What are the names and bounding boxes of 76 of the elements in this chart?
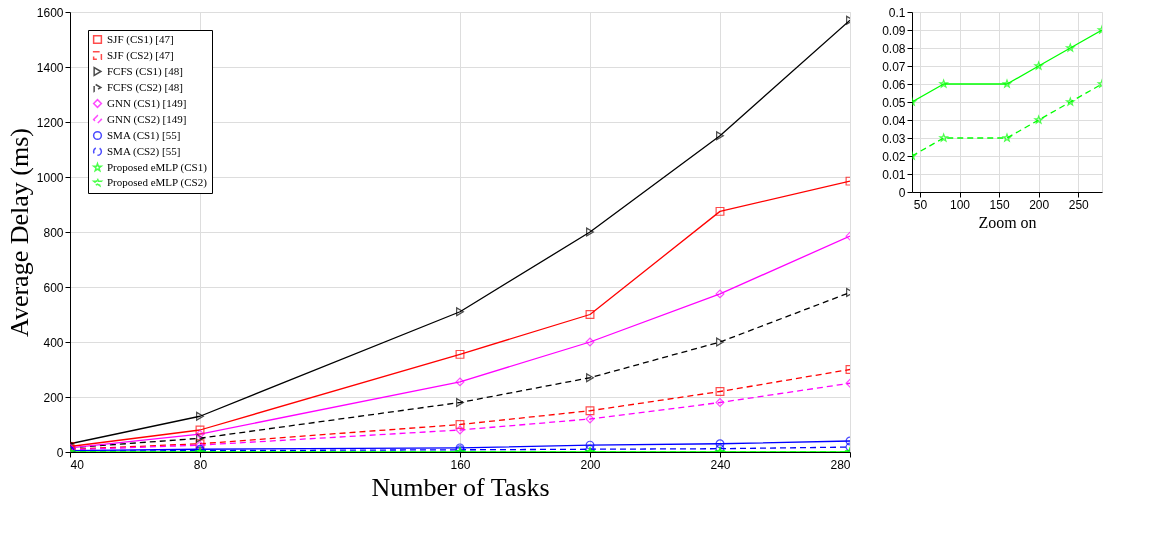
- point: [715, 398, 725, 407]
- point: [585, 414, 595, 424]
- y-tick-label: 1200: [36, 115, 64, 130]
- x-tick-label: 40: [70, 457, 85, 472]
- legend-label: SJF (CS1) [47]: [107, 32, 174, 46]
- y-tick-label: 600: [43, 280, 64, 295]
- point: [715, 439, 725, 449]
- x-tick-label: 80: [193, 457, 208, 472]
- point: [455, 420, 465, 429]
- y-tick-label: 800: [43, 225, 64, 240]
- point: [585, 310, 595, 319]
- y-tick-label: 0.02: [882, 149, 906, 164]
- x-tick-label: 150: [989, 197, 1010, 212]
- point: [196, 411, 204, 421]
- legend-label: Proposed eMLP (CS1): [107, 160, 208, 174]
- point: [716, 337, 724, 347]
- y-tick-label: 0: [898, 185, 906, 200]
- point: [585, 337, 595, 347]
- y-tick-label: 200: [43, 390, 64, 405]
- point: [455, 349, 465, 359]
- x-tick-label: 200: [1029, 197, 1050, 212]
- y-tick-label: 0.07: [882, 59, 906, 74]
- y-tick-label: 400: [43, 335, 64, 350]
- y-tick-label: 0.05: [882, 95, 906, 110]
- y-tick-label: 0.06: [882, 77, 906, 92]
- legend-label: SMA (CS2) [55]: [107, 144, 181, 158]
- y-tick-label: 1000: [36, 170, 64, 185]
- x-axis-title: Number of Tasks: [371, 472, 550, 502]
- point: [1002, 133, 1012, 142]
- point: [456, 307, 464, 317]
- y-tick-label: 0.08: [882, 41, 906, 56]
- x-axis-title: Zoom on: [978, 213, 1037, 231]
- legend-label: GNN (CS1) [149]: [107, 96, 187, 110]
- point: [715, 289, 725, 299]
- point: [455, 377, 465, 387]
- y-tick-label: 1600: [36, 5, 64, 20]
- x-tick-label: 250: [1068, 197, 1090, 212]
- point: [715, 206, 725, 216]
- y-tick-label: 0.03: [882, 131, 906, 146]
- x-tick-label: 280: [830, 457, 851, 472]
- point: [939, 133, 948, 142]
- x-tick-label: 100: [949, 197, 971, 212]
- point: [1034, 61, 1043, 70]
- point: [586, 227, 594, 237]
- point: [716, 131, 724, 141]
- y-tick-label: 0.04: [882, 113, 906, 128]
- y-tick-label: 0.1: [888, 5, 906, 20]
- point: [585, 440, 595, 450]
- legend-label: FCFS (CS1) [48]: [107, 64, 183, 78]
- point: [456, 398, 464, 407]
- y-tick-label: 1400: [36, 60, 64, 75]
- x-tick-label: 200: [580, 457, 601, 472]
- point: [715, 387, 725, 396]
- legend-label: FCFS (CS2) [48]: [107, 80, 183, 94]
- point: [585, 406, 595, 416]
- y-axis-title: Average Delay (ms): [4, 128, 34, 337]
- point: [1034, 115, 1043, 124]
- point: [1002, 79, 1012, 88]
- legend-label: SJF (CS2) [47]: [107, 48, 174, 62]
- y-tick-label: 0: [56, 445, 64, 460]
- point: [195, 429, 205, 439]
- point: [196, 433, 204, 443]
- point: [939, 79, 948, 88]
- legend-label: SMA (CS1) [55]: [107, 128, 181, 142]
- point: [1066, 43, 1075, 52]
- y-tick-label: 0.01: [882, 167, 906, 182]
- point: [586, 373, 594, 383]
- legend-label: GNN (CS2) [149]: [107, 112, 187, 126]
- y-tick-label: 0.09: [882, 23, 906, 38]
- legend-label: Proposed eMLP (CS2): [107, 175, 208, 189]
- point: [195, 425, 205, 435]
- point: [455, 425, 465, 435]
- point: [1066, 97, 1075, 106]
- x-tick-label: 50: [913, 197, 928, 212]
- x-tick-label: 160: [450, 457, 471, 472]
- x-tick-label: 240: [710, 457, 731, 472]
